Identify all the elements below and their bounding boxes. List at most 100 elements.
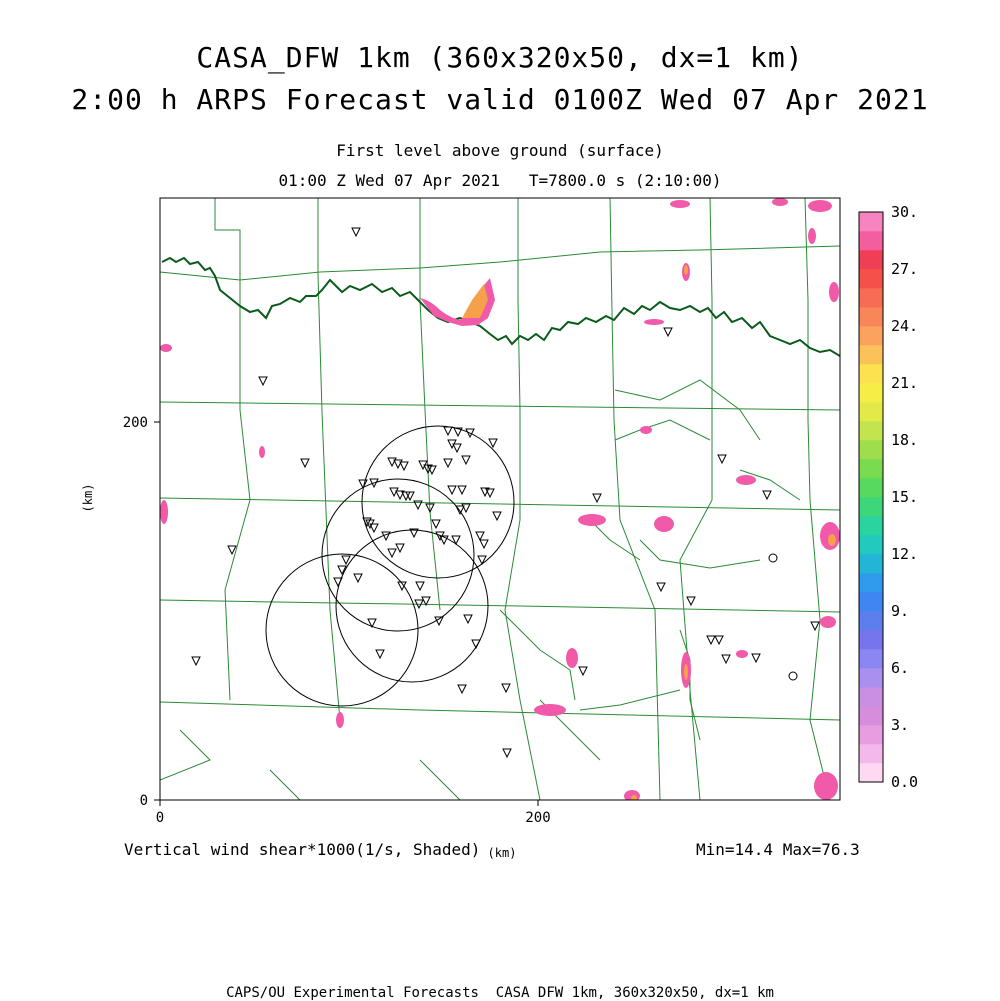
station-triangle-icon [451,535,461,546]
station-triangle-icon [413,500,423,511]
station-triangle-icon [227,545,237,556]
colorbar-segment [859,402,883,422]
x-tick-200: 200 [525,810,550,826]
variable-label: Vertical wind shear*1000(1/s, Shaded) [124,840,481,859]
station-triangle-icon [477,555,487,566]
y-tick-0: 0 [140,793,148,809]
station-triangle-icon [425,503,435,514]
station-triangle-icon [405,491,415,502]
colorbar-segment [859,687,883,707]
colorbar-segment [859,763,883,783]
station-triangle-icon [762,490,772,501]
colorbar-segment [859,573,883,593]
shear-shading [160,198,840,800]
station-triangle-icon [592,493,602,504]
footer-credit: CAPS/OU Experimental Forecasts CASA DFW … [226,985,774,1001]
station-circle-icon [768,553,778,563]
station-triangle-icon [300,458,310,469]
station-triangle-icon [427,465,437,476]
colorbar-label: 3. [891,716,909,734]
station-triangle-icon [502,748,512,759]
station-triangle-icon [381,531,391,542]
station-triangle-icon [341,555,351,566]
colorbar-segment [859,497,883,517]
colorbar-frame [858,211,884,783]
station-triangle-icon [656,582,666,593]
x-axis-label: (km) [488,846,517,860]
colorbar-segment [859,212,883,232]
station-triangle-icon [258,376,268,387]
colorbar-label: 30. [891,203,918,221]
station-triangle-icon [453,427,463,438]
colorbar-segment [859,611,883,631]
colorbar-segment [859,288,883,308]
min-max-label: Min=14.4 Max=76.3 [696,840,860,859]
station-triangle-icon [358,479,368,490]
station-triangle-icon [415,581,425,592]
y-tick-200: 200 [123,415,148,431]
colorbar-segment [859,649,883,669]
station-triangle-icon [397,581,407,592]
station-triangle-icon [465,428,475,439]
station-triangle-icon [751,653,761,664]
colorbar-label: 12. [891,545,918,563]
station-triangle-icon [455,505,465,516]
county-lines [160,198,840,800]
colorbar-segment [859,478,883,498]
station-triangle-icon [393,459,403,470]
station-triangle-icon [471,639,481,650]
station-triangle-icon [501,683,511,694]
colorbar-label: 15. [891,488,918,506]
station-triangle-icon [447,485,457,496]
station-triangle-icon [431,519,441,530]
x-tick-0: 0 [156,810,164,826]
colorbar-segment [859,307,883,327]
station-triangle-icon [479,539,489,550]
colorbar-segment [859,706,883,726]
colorbar-segment [859,744,883,764]
colorbar-labels: 30. 27. 24. 21. 18. 15. 12. 9. 6. 3. 0.0 [891,203,918,791]
station-triangle-icon [721,654,731,665]
station-triangle-icon [387,457,397,468]
chart-title: CASA_DFW 1km (360x320x50, dx=1 km) [196,41,804,74]
level-subtitle: First level above ground (surface) [336,141,664,160]
station-triangle-icon [461,455,471,466]
station-circle-icon [788,671,798,681]
colorbar-segment [859,725,883,745]
colorbar-label: 21. [891,374,918,392]
station-triangle-icon [443,426,453,437]
map-area [160,198,840,800]
station-triangle-icon [810,621,820,632]
station-triangle-icon [686,596,696,607]
station-triangle-icon [717,454,727,465]
forecast-title: 2:00 h ARPS Forecast valid 0100Z Wed 07 … [71,83,929,116]
colorbar-label: 6. [891,659,909,677]
colorbar-segment [859,421,883,441]
station-triangle-icon [367,618,377,629]
station-triangle-icon [421,596,431,607]
station-triangle-icon [414,599,424,610]
station-triangle-icon [409,528,419,539]
station-triangle-icon [714,635,724,646]
station-triangle-icon [457,684,467,695]
colorbar-segment [859,535,883,555]
colorbar-segment [859,269,883,289]
station-triangle-icon [485,488,495,499]
station-triangle-icon [399,461,409,472]
colorbar-segment [859,440,883,460]
time-subtitle: 01:00 Z Wed 07 Apr 2021 T=7800.0 s (2:10… [278,171,722,190]
station-triangle-icon [362,517,372,528]
colorbar [858,211,884,783]
axis-ticks [154,421,539,806]
station-triangle-icon [387,548,397,559]
plot-frame [159,197,841,801]
colorbar-label: 9. [891,602,909,620]
station-triangle-icon [457,485,467,496]
colorbar-label: 24. [891,317,918,335]
y-axis-label: (km) [81,484,95,513]
colorbar-label: 18. [891,431,918,449]
colorbar-label: 0.0 [891,773,918,791]
station-triangle-icon [353,573,363,584]
station-triangle-icon [578,666,588,677]
